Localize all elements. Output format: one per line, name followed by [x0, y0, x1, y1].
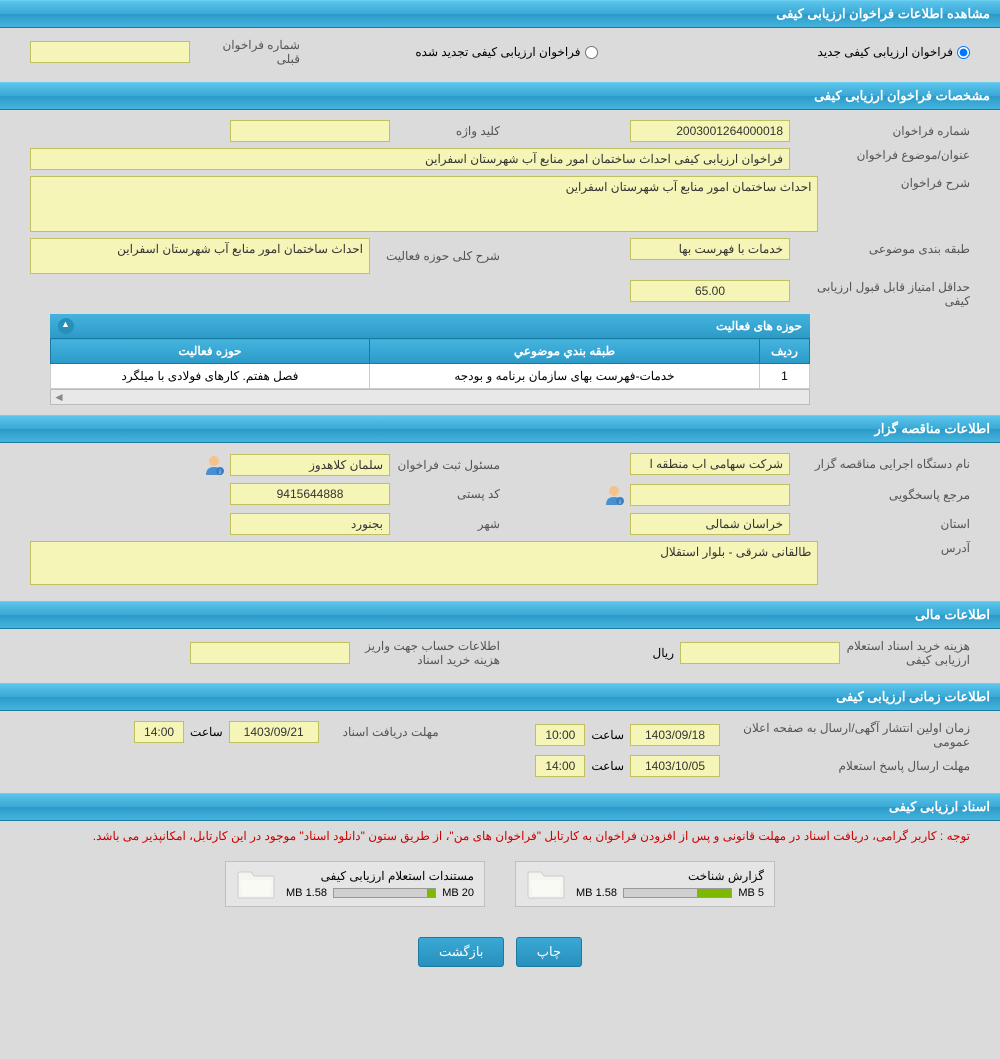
keyword-field	[230, 120, 390, 142]
receive-time: 14:00	[134, 721, 184, 743]
postal-field: 9415644888	[230, 483, 390, 505]
prev-number-label: شماره فراخوان قبلی	[190, 38, 300, 66]
radio-new[interactable]	[957, 46, 970, 59]
desc-label: شرح فراخوان	[818, 176, 970, 190]
province-label: استان	[790, 517, 970, 531]
back-button[interactable]: بازگشت	[418, 937, 504, 967]
td-category: خدمات-فهرست بهای سازمان برنامه و بودجه	[369, 364, 759, 389]
section-header-view-info: مشاهده اطلاعات فراخوان ارزیابی کیفی	[0, 0, 1000, 28]
city-label: شهر	[390, 517, 500, 531]
table-scrollbar[interactable]: ◄	[50, 389, 810, 405]
th-row: ردیف	[760, 339, 810, 364]
registrar-label: مسئول ثبت فراخوان	[390, 458, 500, 472]
file-total-0: 5 MB	[738, 887, 764, 899]
responder-label: مرجع پاسخگویی	[790, 488, 970, 502]
progress-bar-0	[623, 888, 732, 898]
td-row: 1	[760, 364, 810, 389]
hour-label-3: ساعت	[585, 759, 630, 773]
file-title-0: گزارش شناخت	[576, 869, 764, 883]
section-header-specs: مشخصات فراخوان ارزیابی کیفی	[0, 82, 1000, 110]
receive-date: 1403/09/21	[229, 721, 319, 743]
type-radio-group: فراخوان ارزیابی کیفی جدید فراخوان ارزیاب…	[30, 38, 970, 66]
file-box-1: مستندات استعلام ارزیابی کیفی 20 MB 1.58 …	[225, 861, 485, 907]
section-header-financial: اطلاعات مالی	[0, 601, 1000, 629]
min-score-field: 65.00	[630, 280, 790, 302]
activity-desc-label: شرح کلی حوزه فعالیت	[370, 249, 500, 263]
file-used-1: 1.58 MB	[286, 887, 327, 899]
files-row: گزارش شناخت 5 MB 1.58 MB مستندات استعلام…	[0, 851, 1000, 917]
td-scope: فصل هفتم. کارهای فولادی با میلگرد	[51, 364, 370, 389]
keyword-label: کلید واژه	[390, 124, 500, 138]
section-header-timing: اطلاعات زمانی ارزیابی کیفی	[0, 683, 1000, 711]
address-label: آدرس	[818, 541, 970, 555]
svg-text:i: i	[219, 470, 220, 476]
file-box-0: گزارش شناخت 5 MB 1.58 MB	[515, 861, 775, 907]
file-used-0: 1.58 MB	[576, 887, 617, 899]
file-title-1: مستندات استعلام ارزیابی کیفی	[286, 869, 474, 883]
title-field: فراخوان ارزیابی کیفی احداث ساختمان امور …	[30, 148, 790, 170]
documents-warning: توجه : کاربر گرامی، دریافت اسناد در مهلت…	[0, 821, 1000, 851]
user-icon: i	[202, 453, 226, 477]
call-number-field: 2003001264000018	[630, 120, 790, 142]
call-number-label: شماره فراخوان	[790, 124, 970, 138]
exec-org-label: نام دستگاه اجرایی مناقصه گزار	[790, 457, 970, 471]
postal-label: کد پستی	[390, 487, 500, 501]
activity-desc-field: احداث ساختمان امور منابع آب شهرستان اسفر…	[30, 238, 370, 274]
folder-icon	[236, 868, 276, 900]
province-field: خراسان شمالی	[630, 513, 790, 535]
folder-icon	[526, 868, 566, 900]
purchase-label: هزینه خرید اسناد استعلام ارزیابی کیفی	[840, 639, 970, 667]
section-header-bidder: اطلاعات مناقصه گزار	[0, 415, 1000, 443]
first-pub-date: 1403/09/18	[630, 724, 720, 746]
print-button[interactable]: چاپ	[516, 937, 582, 967]
currency-label: ریال	[652, 646, 680, 660]
purchase-field	[680, 642, 840, 664]
table-row: 1 خدمات-فهرست بهای سازمان برنامه و بودجه…	[51, 364, 810, 389]
progress-fill-0	[697, 889, 731, 897]
address-field: طالقانی شرقی - بلوار استقلال	[30, 541, 818, 585]
responder-field	[630, 484, 790, 506]
prev-number-field	[30, 41, 190, 63]
user-icon: i	[602, 483, 626, 507]
svg-text:i: i	[619, 500, 620, 506]
hour-label-1: ساعت	[585, 728, 630, 742]
first-pub-time: 10:00	[535, 724, 585, 746]
receive-deadline-label: مهلت دریافت اسناد	[319, 725, 439, 739]
account-field	[190, 642, 350, 664]
section-header-documents: اسناد ارزیابی کیفی	[0, 793, 1000, 821]
response-date: 1403/10/05	[630, 755, 720, 777]
progress-bar-1	[333, 888, 436, 898]
th-scope: حوزه فعاليت	[51, 339, 370, 364]
progress-fill-1	[427, 889, 435, 897]
collapse-icon[interactable]	[58, 318, 74, 334]
first-pub-label: زمان اولین انتشار آگهی/ارسال به صفحه اعل…	[720, 721, 970, 749]
registrar-field: سلمان کلاهدوز	[230, 454, 390, 476]
title-label: عنوان/موضوع فراخوان	[790, 148, 970, 162]
file-total-1: 20 MB	[442, 887, 474, 899]
th-category: طبقه بندي موضوعي	[369, 339, 759, 364]
exec-org-field: شرکت سهامی اب منطقه ا	[630, 453, 790, 475]
activity-table-wrap: حوزه های فعالیت ردیف طبقه بندي موضوعي حو…	[50, 314, 810, 405]
radio-new-label: فراخوان ارزیابی کیفی جدید	[818, 45, 953, 59]
radio-renew[interactable]	[585, 46, 598, 59]
response-time: 14:00	[535, 755, 585, 777]
activity-table: ردیف طبقه بندي موضوعي حوزه فعاليت 1 خدما…	[50, 338, 810, 389]
response-deadline-label: مهلت ارسال پاسخ استعلام	[720, 759, 970, 773]
category-field: خدمات با فهرست بها	[630, 238, 790, 260]
account-label: اطلاعات حساب جهت واریز هزینه خرید اسناد	[350, 639, 500, 667]
min-score-label: حداقل امتیاز قابل قبول ارزیابی کیفی	[790, 280, 970, 308]
hour-label-2: ساعت	[184, 725, 229, 739]
category-label: طبقه بندی موضوعی	[790, 242, 970, 256]
radio-renew-label: فراخوان ارزیابی کیفی تجدید شده	[415, 45, 580, 59]
activity-table-title: حوزه های فعالیت	[716, 319, 802, 333]
city-field: بجنورد	[230, 513, 390, 535]
desc-field: احداث ساختمان امور منابع آب شهرستان اسفر…	[30, 176, 818, 232]
